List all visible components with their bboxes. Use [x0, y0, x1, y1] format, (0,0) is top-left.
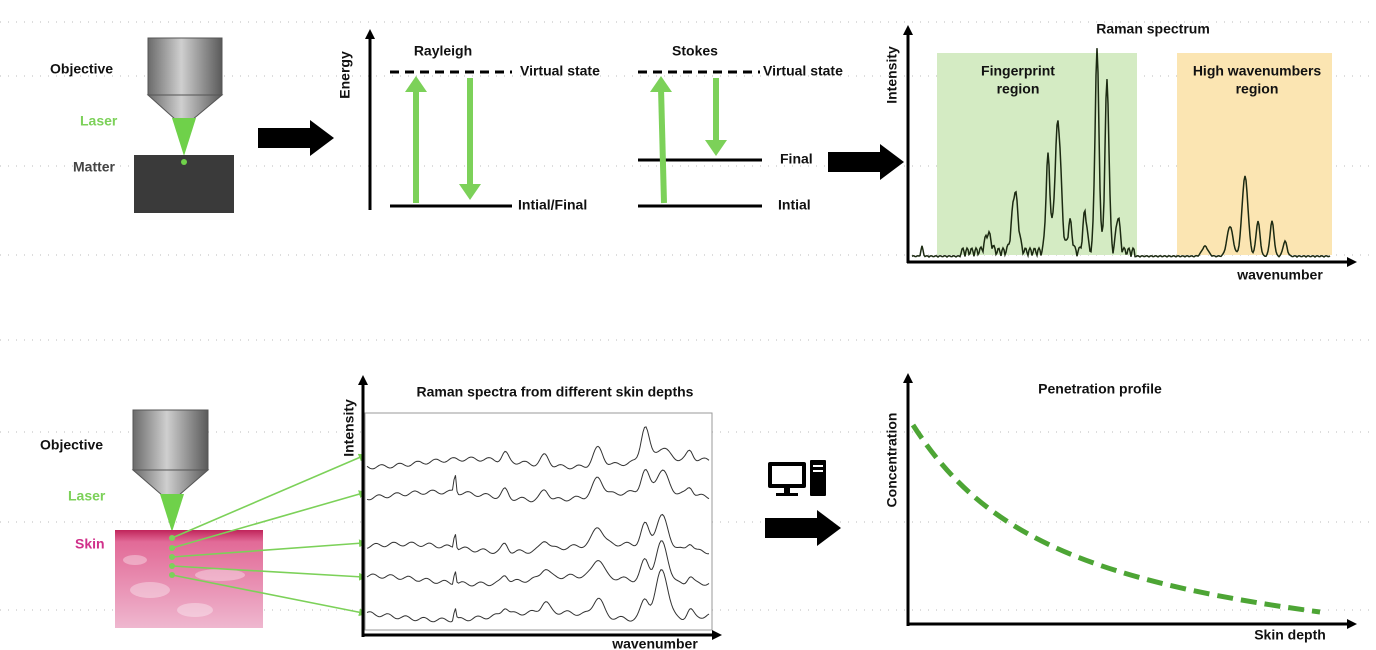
- region-label: Fingerprint: [981, 63, 1055, 79]
- label: Laser: [80, 113, 118, 129]
- microscope-top: [134, 37, 234, 213]
- arrow: [828, 144, 904, 180]
- label: Virtual state: [520, 63, 600, 79]
- arrow: [258, 120, 334, 156]
- axis-label: wavenumber: [611, 636, 698, 650]
- computer-icon: [768, 460, 826, 496]
- region-label: region: [997, 81, 1040, 97]
- depth-spectrum: [366, 568, 710, 623]
- label: Matter: [73, 159, 116, 175]
- depth-spectra: [366, 426, 710, 623]
- title: Raman spectra from different skin depths: [417, 384, 694, 400]
- energy-diagram: [365, 29, 762, 210]
- spectrum-curve: [911, 48, 1331, 259]
- label: Stokes: [672, 43, 718, 59]
- depth-spectrum: [366, 426, 710, 470]
- profile-curve: [910, 423, 1321, 615]
- label: Intial: [778, 197, 811, 213]
- label: Virtual state: [763, 63, 843, 79]
- label: Final: [780, 151, 813, 167]
- region-label: region: [1236, 81, 1279, 97]
- spectra-axes: [358, 375, 722, 640]
- axis-label: Skin depth: [1254, 627, 1326, 643]
- axis-label: Energy: [337, 51, 353, 99]
- title: Raman spectrum: [1096, 21, 1210, 37]
- microscope-bottom: [115, 409, 367, 628]
- label: Skin: [75, 536, 105, 552]
- spectrum-axes: [903, 25, 1357, 267]
- axis-label: wavenumber: [1236, 267, 1323, 283]
- high-wavenumber-region: [1177, 53, 1332, 255]
- label: Laser: [68, 488, 106, 504]
- profile-axes: [903, 373, 1357, 629]
- arrow: [765, 510, 841, 546]
- label: Rayleigh: [414, 43, 472, 59]
- region-label: High wavenumbers: [1193, 63, 1322, 79]
- depth-spectrum: [366, 468, 710, 503]
- axis-label: Intensity: [884, 46, 900, 104]
- label: Objective: [40, 437, 103, 453]
- axis-label: Concentration: [884, 413, 900, 508]
- title: Penetration profile: [1038, 381, 1162, 397]
- axis-label: Intensity: [341, 399, 357, 457]
- depth-spectrum: [366, 540, 710, 587]
- label: Intial/Final: [518, 197, 587, 213]
- label: Objective: [50, 61, 113, 77]
- spectra-frame: [364, 412, 713, 631]
- depth-spectrum: [366, 513, 710, 555]
